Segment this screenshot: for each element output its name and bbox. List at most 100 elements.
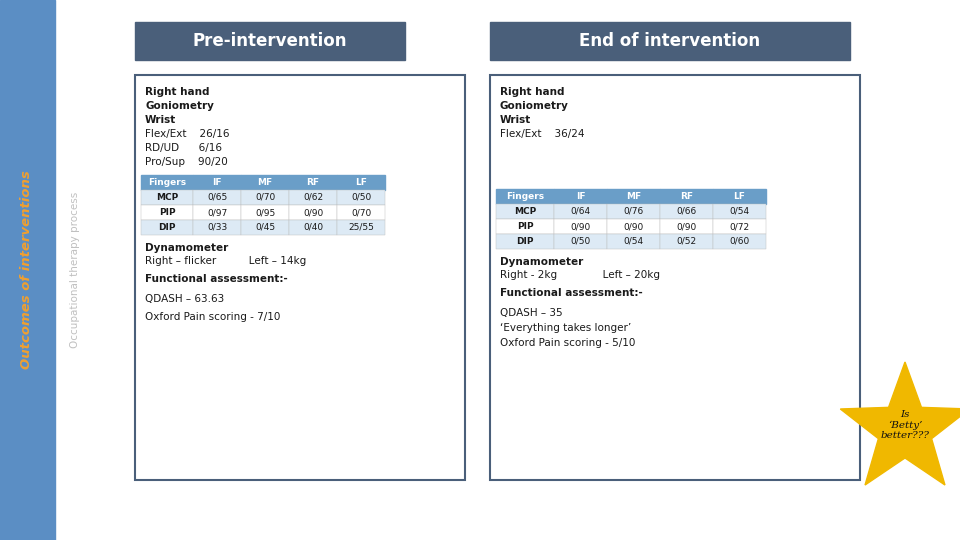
Polygon shape [840, 362, 960, 485]
Text: 0/52: 0/52 [677, 237, 697, 246]
Text: Oxford Pain scoring - 5/10: Oxford Pain scoring - 5/10 [500, 338, 636, 348]
Text: 0/54: 0/54 [730, 207, 750, 216]
Text: DIP: DIP [516, 237, 534, 246]
Bar [607, 219, 660, 234]
Text: RD/UD      6/16: RD/UD 6/16 [145, 143, 222, 153]
Text: 0/70: 0/70 [254, 193, 276, 202]
Text: Oxford Pain scoring - 7/10: Oxford Pain scoring - 7/10 [145, 312, 280, 322]
Text: 0/60: 0/60 [730, 237, 750, 246]
Text: 0/65: 0/65 [206, 193, 228, 202]
Bar [289, 190, 337, 205]
Text: 0/95: 0/95 [254, 208, 276, 217]
Text: 0/90: 0/90 [677, 222, 697, 231]
Bar [141, 190, 193, 205]
Text: Functional assessment:-: Functional assessment:- [145, 274, 288, 284]
Text: RF: RF [306, 178, 320, 187]
Text: 0/54: 0/54 [623, 237, 643, 246]
Bar [496, 219, 554, 234]
Bar [607, 189, 660, 204]
Text: 0/66: 0/66 [677, 207, 697, 216]
Bar [337, 190, 385, 205]
Bar [490, 22, 850, 60]
Bar [337, 220, 385, 235]
Text: Goniometry: Goniometry [500, 101, 569, 111]
Bar [554, 189, 607, 204]
FancyBboxPatch shape [490, 75, 860, 480]
Bar [193, 205, 241, 220]
Text: 0/50: 0/50 [350, 193, 372, 202]
Bar [496, 204, 554, 219]
Text: QDASH – 35: QDASH – 35 [500, 308, 563, 318]
Bar [241, 220, 289, 235]
Bar [135, 22, 405, 60]
Text: 0/90: 0/90 [302, 208, 324, 217]
Bar [713, 204, 766, 219]
Text: Fingers: Fingers [506, 192, 544, 201]
Text: PIP: PIP [158, 208, 176, 217]
Text: Wrist: Wrist [500, 115, 531, 125]
Text: End of intervention: End of intervention [580, 32, 760, 50]
Text: MCP: MCP [156, 193, 179, 202]
Text: DIP: DIP [158, 223, 176, 232]
Bar [496, 189, 554, 204]
Text: Right - 2kg              Left – 20kg: Right - 2kg Left – 20kg [500, 270, 660, 280]
Text: MCP: MCP [514, 207, 536, 216]
Text: Pro/Sup    90/20: Pro/Sup 90/20 [145, 157, 228, 167]
Text: 0/76: 0/76 [623, 207, 643, 216]
Text: IF: IF [212, 178, 222, 187]
Text: 0/50: 0/50 [570, 237, 590, 246]
Bar [193, 190, 241, 205]
Bar [241, 205, 289, 220]
Text: Right hand: Right hand [145, 87, 209, 97]
Bar [607, 234, 660, 249]
Text: 0/62: 0/62 [303, 193, 324, 202]
Text: 0/90: 0/90 [570, 222, 590, 231]
Text: 0/97: 0/97 [206, 208, 228, 217]
Bar [713, 219, 766, 234]
Bar [241, 190, 289, 205]
Bar [713, 234, 766, 249]
FancyBboxPatch shape [135, 75, 465, 480]
Text: Right hand: Right hand [500, 87, 564, 97]
Text: 0/70: 0/70 [350, 208, 372, 217]
Bar [289, 220, 337, 235]
Bar [660, 234, 713, 249]
Bar [496, 234, 554, 249]
Bar [337, 205, 385, 220]
Bar [141, 220, 193, 235]
Text: 0/45: 0/45 [255, 223, 276, 232]
Text: Occupational therapy process: Occupational therapy process [70, 192, 80, 348]
Text: MF: MF [257, 178, 273, 187]
Text: Functional assessment:-: Functional assessment:- [500, 288, 643, 298]
Text: Is
‘Betty’
better???: Is ‘Betty’ better??? [880, 410, 929, 440]
Text: 0/72: 0/72 [730, 222, 750, 231]
Text: LF: LF [355, 178, 367, 187]
Text: Fingers: Fingers [148, 178, 186, 187]
Text: 0/33: 0/33 [206, 223, 228, 232]
Text: Flex/Ext    26/16: Flex/Ext 26/16 [145, 129, 229, 139]
Bar [141, 205, 193, 220]
Bar [289, 175, 337, 190]
Bar [193, 175, 241, 190]
Text: MF: MF [626, 192, 641, 201]
Bar [713, 189, 766, 204]
Bar [660, 189, 713, 204]
Text: ‘Everything takes longer’: ‘Everything takes longer’ [500, 323, 632, 333]
Bar [289, 205, 337, 220]
Text: QDASH – 63.63: QDASH – 63.63 [145, 294, 225, 304]
Bar [241, 175, 289, 190]
Text: Right – flicker          Left – 14kg: Right – flicker Left – 14kg [145, 256, 306, 266]
Text: 0/64: 0/64 [570, 207, 590, 216]
Text: 0/40: 0/40 [303, 223, 324, 232]
Bar [607, 204, 660, 219]
Bar [141, 175, 193, 190]
Bar [660, 219, 713, 234]
Text: IF: IF [576, 192, 586, 201]
Text: Wrist: Wrist [145, 115, 177, 125]
Bar [554, 219, 607, 234]
Text: LF: LF [733, 192, 745, 201]
Text: 0/90: 0/90 [623, 222, 643, 231]
Bar [193, 220, 241, 235]
Text: Pre-intervention: Pre-intervention [193, 32, 348, 50]
Text: Dynamometer: Dynamometer [500, 257, 584, 267]
